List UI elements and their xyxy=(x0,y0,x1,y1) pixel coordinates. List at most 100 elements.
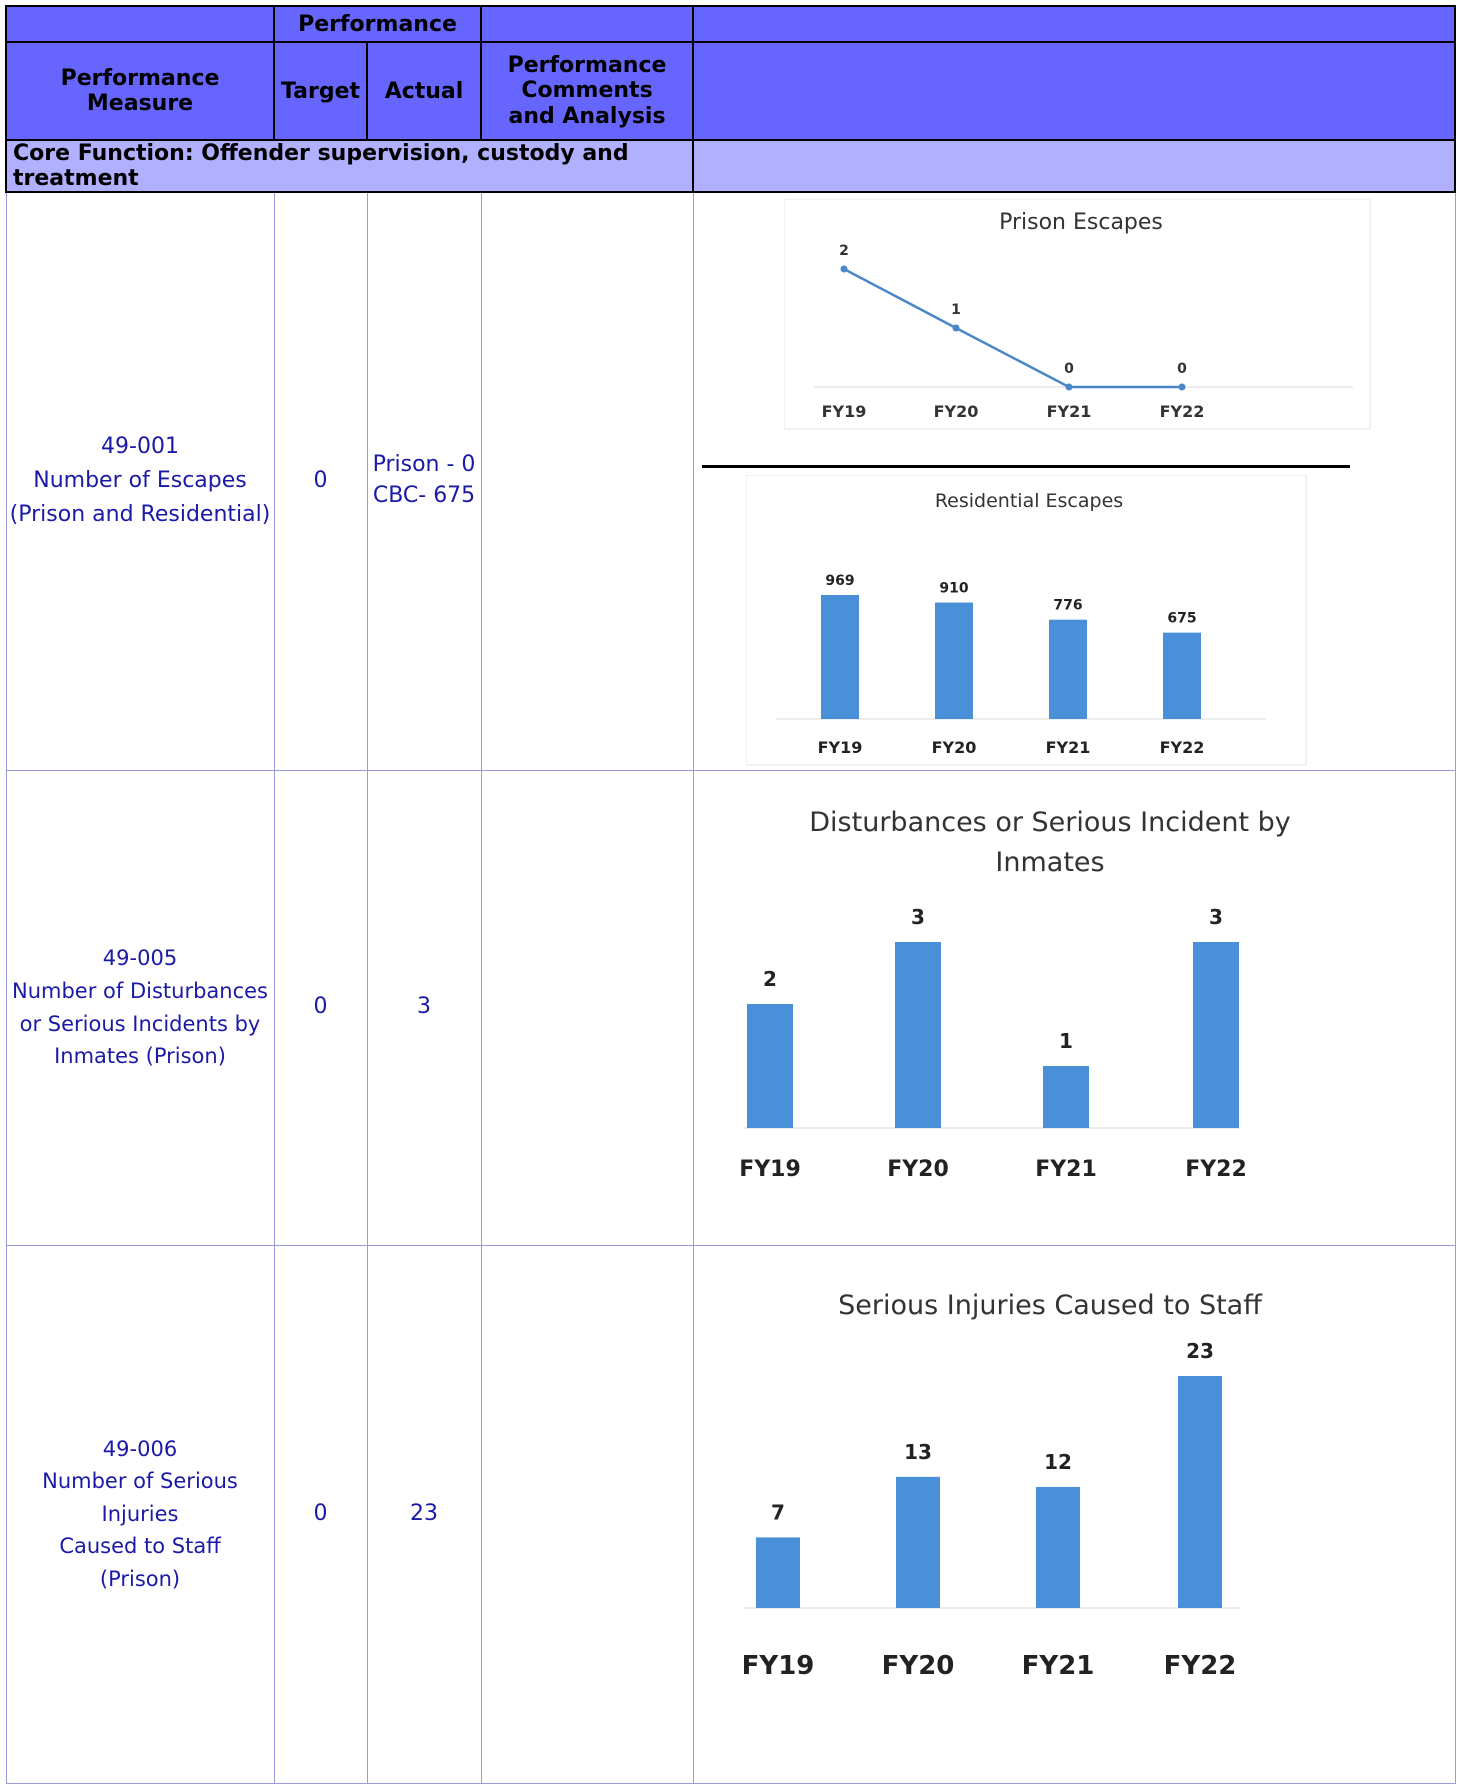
data-label: 7 xyxy=(771,1500,785,1524)
injuries-chart: Serious Injuries Caused to Staff 7 13 12 23 F… xyxy=(741,1290,1263,1681)
actual-value: CBC- 675 xyxy=(372,483,476,509)
header-blank-chart xyxy=(692,5,1457,43)
prison-escapes-chart: Prison Escapes 2 1 0 0 FY19 FY20 FY21 FY22 xyxy=(783,199,1371,430)
tick-label: FY19 xyxy=(741,1651,814,1681)
measure-name: or Serious Incidents by xyxy=(19,1011,261,1036)
tick-label: FY20 xyxy=(933,402,978,421)
measure-name: (Prison) xyxy=(99,1566,181,1591)
data-label: 23 xyxy=(1186,1339,1214,1363)
tick-label: FY21 xyxy=(1021,1651,1094,1681)
tick-label: FY21 xyxy=(1045,738,1090,757)
header-measure: Performance Measure xyxy=(5,41,275,141)
data-point xyxy=(1178,383,1186,391)
table-row: 49-006 Number of Serious Injuries Caused… xyxy=(5,1244,1456,1784)
chart-title: Inmates xyxy=(995,847,1104,878)
header-blank-chart-2 xyxy=(692,41,1457,141)
data-label: 0 xyxy=(1177,361,1187,377)
tick-label: FY22 xyxy=(1185,1157,1247,1182)
actual-value: Prison - 0 xyxy=(372,452,476,478)
measure-cell: 49-006 Number of Serious Injuries Caused… xyxy=(5,1244,275,1784)
data-label: 675 xyxy=(1167,611,1196,627)
measure-name: Inmates (Prison) xyxy=(54,1044,226,1069)
measure-cell: 49-005 Number of Disturbances or Serious… xyxy=(5,769,275,1246)
bar xyxy=(820,595,859,719)
tick-label: FY20 xyxy=(931,738,976,757)
data-point xyxy=(840,265,848,273)
bar xyxy=(1048,619,1087,719)
tick-label: FY20 xyxy=(881,1651,954,1681)
chart-title: Serious Injuries Caused to Staff xyxy=(838,1290,1263,1321)
target-cell: 0 xyxy=(273,191,368,771)
core-function: Core Function: Offender supervision, cus… xyxy=(4,139,695,193)
tick-label: FY19 xyxy=(740,1157,801,1182)
measure-id: 49-005 xyxy=(102,946,178,971)
bar xyxy=(894,941,941,1128)
comments-cell xyxy=(480,1244,694,1784)
measure-id: 49-006 xyxy=(102,1436,178,1461)
header-blank-measure xyxy=(5,5,275,43)
measure-name: Caused to Staff xyxy=(59,1534,221,1559)
bar xyxy=(746,1003,793,1128)
header-actual: Actual xyxy=(365,41,483,141)
tick-label: FY22 xyxy=(1159,402,1204,421)
actual-cell: Prison - 0 CBC- 675 xyxy=(366,191,482,771)
data-label: 3 xyxy=(1209,905,1223,929)
measure-name: Number of Serious Injuries xyxy=(42,1469,238,1526)
tick-label: FY21 xyxy=(1046,402,1091,421)
core-function-blank xyxy=(692,139,1457,193)
measure-name: Number of Escapes xyxy=(33,468,247,494)
data-label: 13 xyxy=(904,1439,932,1463)
data-label: 969 xyxy=(825,573,854,589)
actual-cell: 3 xyxy=(366,769,482,1246)
bar xyxy=(1042,1065,1089,1128)
header-performance: Performance xyxy=(272,5,483,43)
header-comments-line: Performance xyxy=(507,53,667,79)
table-row: 49-005 Number of Disturbances or Serious… xyxy=(5,769,1456,1246)
chart-title: Prison Escapes xyxy=(999,210,1163,235)
series-line xyxy=(842,267,1182,389)
chart-cell: Prison Escapes 2 1 0 0 FY19 FY20 FY21 FY22 Resid… xyxy=(692,191,1456,771)
data-label: 0 xyxy=(1064,361,1074,377)
data-label: 910 xyxy=(939,581,968,597)
header-comments-line: and Analysis xyxy=(508,103,666,129)
bar xyxy=(1192,941,1239,1128)
bar xyxy=(755,1536,800,1608)
chart-cell: Serious Injuries Caused to Staff 7 13 12 23 F… xyxy=(692,1244,1456,1784)
data-label: 776 xyxy=(1053,598,1082,614)
bar xyxy=(1177,1375,1222,1608)
data-label: 1 xyxy=(1059,1029,1073,1053)
actual-cell: 23 xyxy=(366,1244,482,1784)
target-cell: 0 xyxy=(273,769,368,1246)
data-label: 3 xyxy=(911,905,925,929)
data-label: 12 xyxy=(1044,1449,1072,1473)
chart-divider xyxy=(701,465,1350,468)
target-cell: 0 xyxy=(273,1244,368,1784)
tick-label: FY22 xyxy=(1159,738,1204,757)
bar xyxy=(1162,632,1201,719)
tick-label: FY20 xyxy=(887,1157,949,1182)
header-comments-line: Comments xyxy=(521,78,653,104)
data-label: 2 xyxy=(763,967,777,991)
chart-cell: Disturbances or Serious Incident by Inmat… xyxy=(692,769,1456,1246)
measure-name: (Prison and Residential) xyxy=(9,502,271,528)
tick-label: FY19 xyxy=(817,738,862,757)
comments-cell xyxy=(480,769,694,1246)
chart-title: Disturbances or Serious Incident by xyxy=(809,807,1290,838)
data-point xyxy=(952,324,960,332)
bar xyxy=(934,602,973,719)
measure-id: 49-001 xyxy=(101,434,179,460)
table-row: 49-001 Number of Escapes (Prison and Res… xyxy=(5,191,1456,771)
measure-cell: 49-001 Number of Escapes (Prison and Res… xyxy=(5,191,275,771)
tick-label: FY19 xyxy=(821,402,866,421)
chart-frame xyxy=(783,199,1371,430)
bar xyxy=(895,1476,940,1608)
header-comments: Performance Comments and Analysis xyxy=(480,41,695,141)
data-label: 1 xyxy=(951,302,961,318)
comments-cell xyxy=(480,191,694,771)
data-label: 2 xyxy=(839,243,849,259)
chart-title: Residential Escapes xyxy=(934,490,1122,512)
header-target: Target xyxy=(273,41,368,141)
data-point xyxy=(1065,383,1073,391)
tick-label: FY21 xyxy=(1035,1157,1097,1182)
bar xyxy=(1035,1486,1080,1608)
